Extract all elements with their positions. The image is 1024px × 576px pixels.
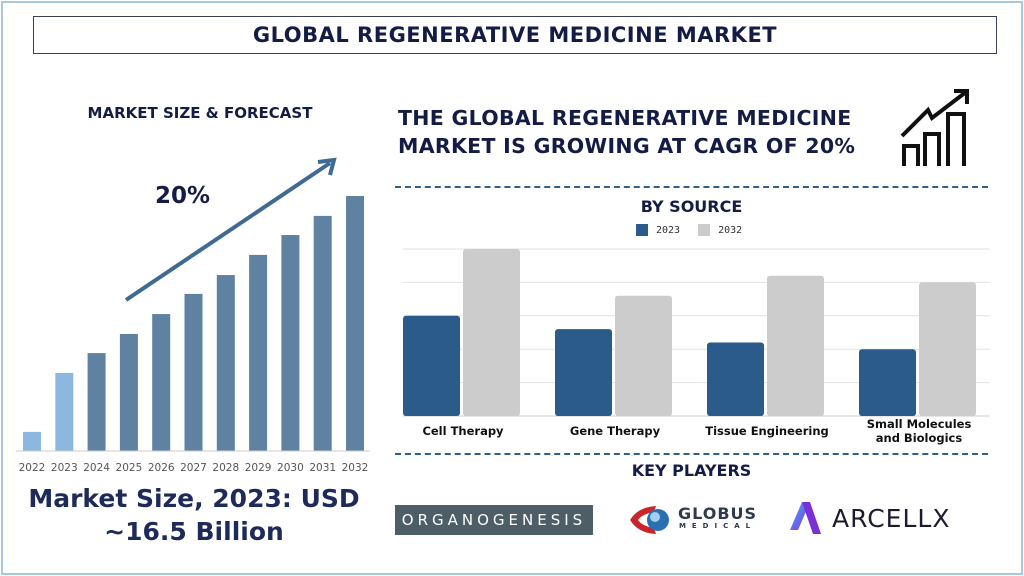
growth-chart-icon [900,89,969,166]
key-players-title: KEY PLAYERS [631,461,752,480]
category-label: Small Molecules [867,417,972,431]
cagr-headline: THE GLOBAL REGENERATIVE MEDICINE MARKET … [398,104,855,160]
market-size-heading: MARKET SIZE & FORECAST [87,104,313,122]
x-tick-2024: 2024 [83,462,110,474]
bar-2022 [23,431,41,451]
legend-2032: 2032 [698,224,742,236]
bar-2024 [87,353,106,451]
bar-2032-small-molecules-and-biologics [919,282,976,416]
market-size-line1: Market Size, 2023: USD [28,484,360,513]
x-tick-2028: 2028 [212,462,239,474]
x-tick-2023: 2023 [51,462,78,474]
market-forecast-chart: 2022 2023 2024 2025 2026 2027 2028 2029 2030 2031… [16,157,370,474]
category-label: and Biologics [876,431,963,445]
x-tick-2029: 2029 [245,462,272,474]
x-tick-2022: 2022 [19,462,46,474]
arcellx-logo: ARCELLX [788,500,950,536]
bar-2031 [313,215,332,451]
bar-2032-tissue-engineering [767,275,824,416]
organogenesis-logo-text: ORGANOGENESIS [401,511,587,529]
bar-2030 [281,235,300,451]
bar-2023-tissue-engineering [707,342,764,416]
bar-2023-small-molecules-and-biologics [859,349,916,416]
bar-2027 [184,293,203,451]
x-tick-2030: 2030 [277,462,304,474]
bar-2028 [216,275,235,451]
divider-bottom [395,453,988,455]
globus-logo-subtext: MEDICAL [678,522,757,530]
market-size-line2: ~16.5 Billion [104,517,284,546]
category-label: Tissue Engineering [705,424,829,438]
bar-2032-gene-therapy [615,295,672,416]
bar-2023 [55,372,74,451]
organogenesis-logo: ORGANOGENESIS [395,505,593,535]
trend-arrow-head [317,157,337,176]
category-label: Cell Therapy [422,424,504,438]
divider-top [395,186,988,188]
globus-globe-icon [630,506,669,534]
globus-logo-text: GLOBUS [678,504,758,523]
legend-swatch-2023 [636,224,648,236]
globus-medical-logo: GLOBUS MEDICAL [628,504,757,536]
x-tick-2025: 2025 [116,462,143,474]
by-source-chart: Cell Therapy Gene Therapy Tissue Engineeri… [403,248,990,445]
by-source-title: BY SOURCE [640,197,743,216]
legend-label-2032: 2032 [718,224,743,236]
trend-arrow-line [124,161,332,302]
legend-label-2023: 2023 [656,224,681,236]
bar-2032-cell-therapy [463,249,520,416]
category-label: Gene Therapy [570,424,661,438]
x-tick-2031: 2031 [309,462,336,474]
arcellx-mark-icon [790,502,821,534]
cagr-label: 20% [155,183,211,209]
bar-2026 [152,314,171,451]
legend-swatch-2032 [698,224,711,236]
bar-2029 [249,254,268,451]
bar-2025 [119,333,138,451]
headline-line1: THE GLOBAL REGENERATIVE MEDICINE [398,106,852,130]
x-tick-2027: 2027 [180,462,207,474]
headline-line2: MARKET IS GROWING AT CAGR OF 20% [398,134,856,158]
x-tick-2032: 2032 [342,462,369,474]
x-tick-2026: 2026 [148,462,175,474]
bar-2023-gene-therapy [555,329,612,416]
chart-legend: 2023 2032 [636,224,742,236]
page-title: GLOBAL REGENERATIVE MEDICINE MARKET [252,23,778,47]
arcellx-logo-text: ARCELLX [832,503,951,533]
bar-2032 [346,196,364,451]
legend-2023: 2023 [636,224,680,236]
market-size-text: Market Size, 2023: USD ~16.5 Billion [0,482,388,548]
title-banner: GLOBAL REGENERATIVE MEDICINE MARKET [33,16,997,54]
bar-2023-cell-therapy [403,315,460,416]
